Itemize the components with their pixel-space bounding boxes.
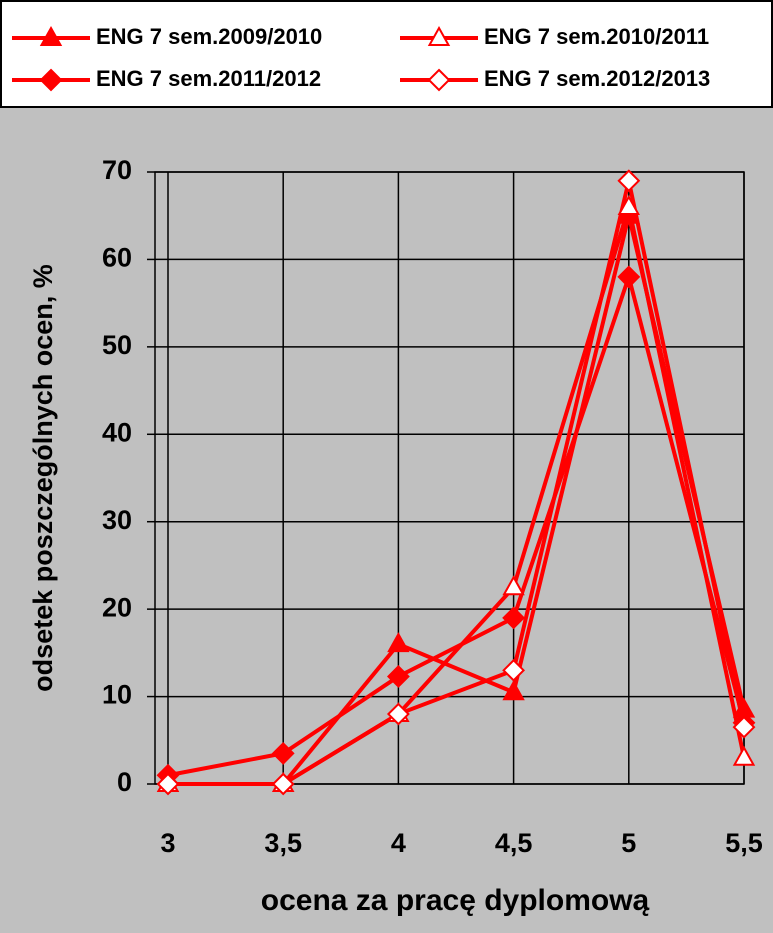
diamond-marker: [502, 658, 526, 682]
triangle-marker: [502, 575, 525, 596]
legend-label: ENG 7 sem.2010/2011: [484, 24, 709, 49]
y-tick-label: 40: [102, 417, 132, 447]
y-tick-label: 0: [117, 767, 132, 797]
diamond-marker: [732, 715, 756, 739]
legend-label: ENG 7 sem.2009/2010: [96, 24, 322, 49]
diamond-marker: [271, 741, 295, 765]
diamond-marker: [502, 606, 526, 630]
diamond-marker: [617, 169, 641, 193]
triangle-marker: [732, 745, 756, 766]
diamond-marker: [156, 772, 180, 796]
x-tick-label: 5: [621, 828, 636, 858]
triangle-marker: [617, 194, 641, 215]
y-tick-label: 50: [102, 330, 132, 360]
triangle-marker: [387, 632, 410, 653]
x-tick-label: 3,5: [264, 828, 302, 858]
y-tick-label: 60: [102, 243, 132, 273]
diamond-marker: [427, 68, 451, 92]
legend-box: [0, 0, 773, 108]
series-line: [167, 269, 746, 778]
diamond-marker: [386, 665, 410, 688]
y-tick-label: 30: [102, 505, 132, 535]
triangle-marker: [502, 680, 525, 701]
series-line: [168, 180, 746, 786]
y-tick-label: 20: [102, 592, 132, 622]
diamond-marker: [39, 68, 63, 92]
triangle-marker: [39, 25, 63, 46]
triangle-marker: [427, 25, 451, 46]
legend-label: ENG 7 sem.2011/2012: [96, 66, 321, 91]
x-axis-label: ocena za pracę dyplomową: [261, 884, 650, 917]
x-tick-label: 4,5: [495, 828, 533, 858]
x-tick-label: 3: [160, 828, 175, 858]
x-tick-label: 4: [391, 828, 406, 858]
diamond-marker: [386, 702, 410, 726]
x-tick-label: 5,5: [725, 828, 763, 858]
diamond-marker: [617, 265, 641, 289]
diamond-marker: [271, 772, 295, 796]
y-tick-label: 10: [102, 680, 132, 710]
legend-label: ENG 7 sem.2012/2013: [484, 66, 710, 91]
plot-area: [154, 171, 745, 785]
y-axis-label: odsetek poszczególnych ocen, %: [28, 264, 58, 692]
y-tick-label: 70: [102, 155, 132, 185]
